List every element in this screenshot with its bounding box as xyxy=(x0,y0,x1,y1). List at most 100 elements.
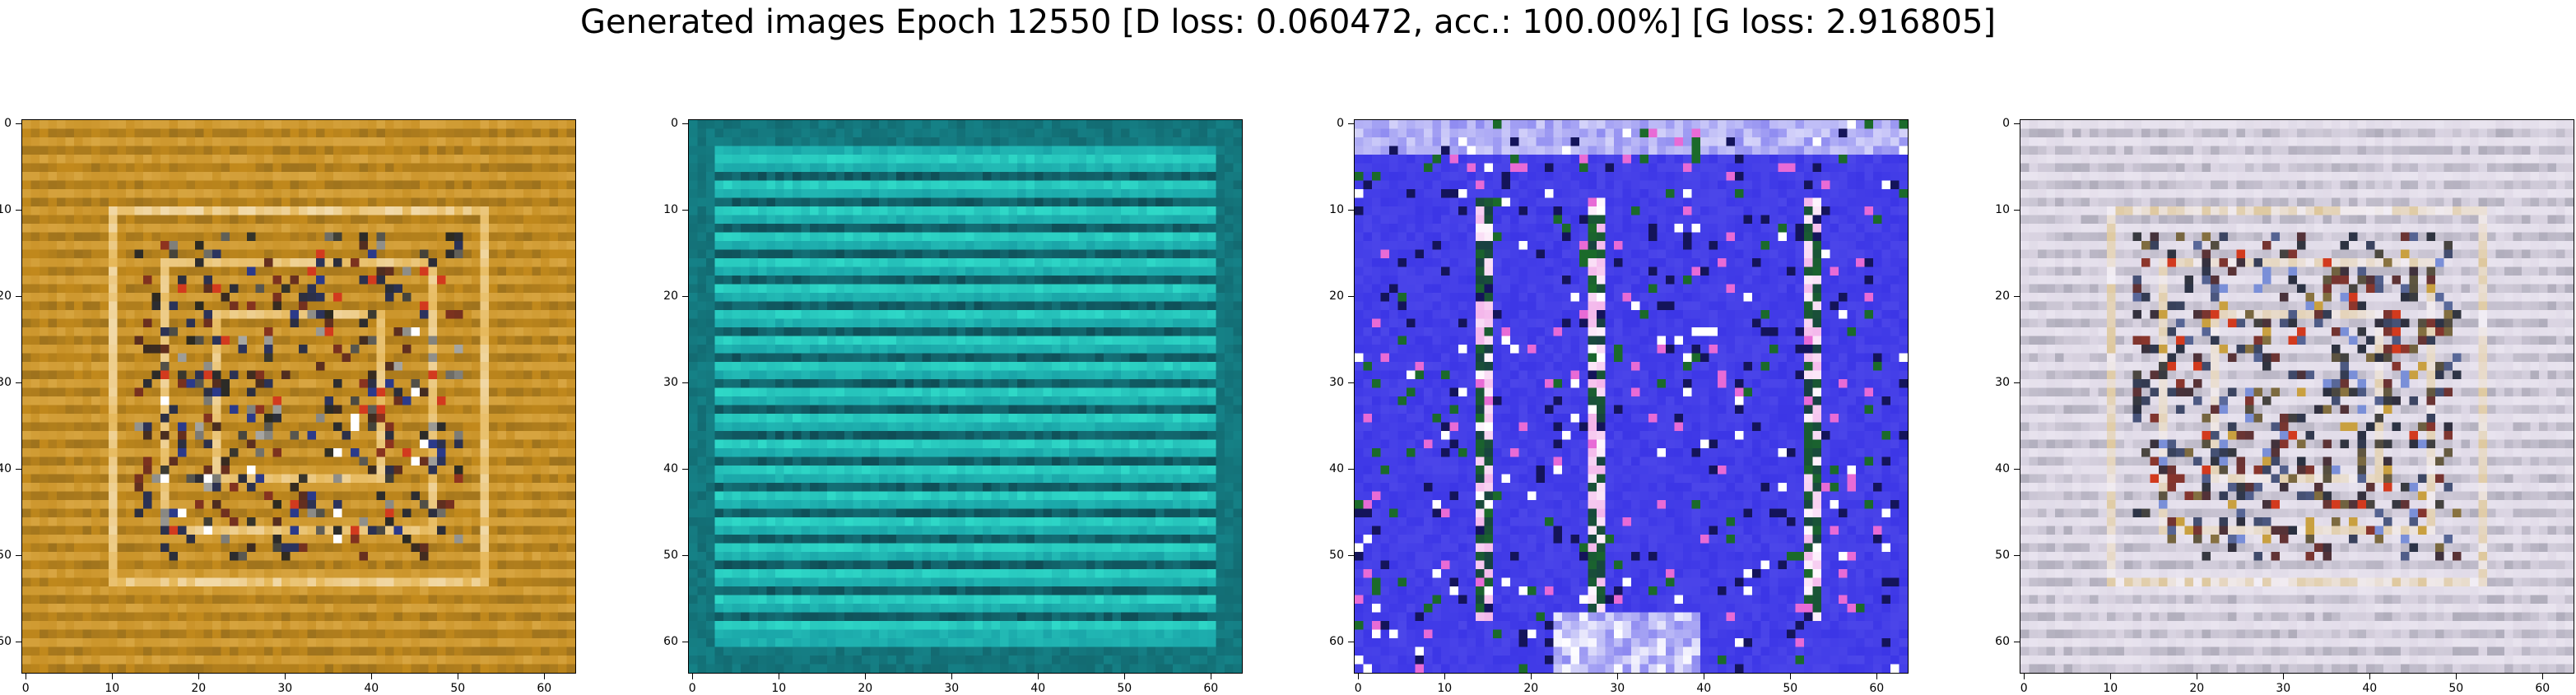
y-tick-label: 10 xyxy=(1329,203,1344,217)
x-tick-label: 20 xyxy=(1523,682,1539,695)
y-tick-label: 0 xyxy=(671,117,678,131)
x-tick xyxy=(1038,674,1039,679)
y-tick xyxy=(2014,469,2020,470)
y-tick-label: 20 xyxy=(1995,290,2010,303)
y-tick xyxy=(682,210,688,211)
x-tick xyxy=(1876,674,1878,679)
y-tick xyxy=(16,296,21,298)
image-pixels xyxy=(2020,120,2574,673)
y-tick-label: 60 xyxy=(1995,635,2010,649)
y-tick xyxy=(16,469,21,470)
x-tick-label: 40 xyxy=(2362,682,2378,695)
image-panel-2: 0 10 20 30 40 50 60 0 10 20 30 40 50 60 xyxy=(663,117,1243,695)
y-tick-label: 50 xyxy=(663,549,678,563)
x-tick-label: 20 xyxy=(858,682,873,695)
x-tick-label: 10 xyxy=(1437,682,1453,695)
x-tick-label: 50 xyxy=(450,682,466,695)
y-tick-label: 60 xyxy=(663,635,678,649)
y-tick xyxy=(16,382,21,384)
y-tick xyxy=(2014,123,2020,125)
y-tick xyxy=(2014,296,2020,298)
y-tick-label: 30 xyxy=(1995,376,2010,390)
y-tick-label: 20 xyxy=(0,290,12,303)
x-tick-label: 20 xyxy=(191,682,207,695)
x-tick xyxy=(1124,674,1126,679)
y-tick-label: 10 xyxy=(663,203,678,217)
y-tick xyxy=(682,123,688,125)
y-tick-label: 20 xyxy=(1329,290,1344,303)
x-tick-label: 30 xyxy=(944,682,960,695)
image-panel-1: 0 10 20 30 40 50 60 0 10 20 30 40 50 60 xyxy=(0,117,576,695)
x-tick xyxy=(1358,674,1360,679)
y-tick-label: 10 xyxy=(1995,203,2010,217)
y-tick xyxy=(682,382,688,384)
x-tick xyxy=(1531,674,1532,679)
y-tick xyxy=(2014,382,2020,384)
x-tick-label: 0 xyxy=(1354,682,1362,695)
x-tick-label: 0 xyxy=(688,682,696,695)
y-tick-label: 50 xyxy=(0,549,12,563)
x-tick-label: 50 xyxy=(1117,682,1132,695)
figure-title: Generated images Epoch 12550 [D loss: 0.… xyxy=(579,3,1997,41)
y-tick-label: 20 xyxy=(663,290,678,303)
generated-image-1 xyxy=(21,119,576,674)
y-tick xyxy=(1348,469,1354,470)
y-tick xyxy=(1348,382,1354,384)
x-tick-label: 10 xyxy=(771,682,787,695)
x-tick xyxy=(112,674,114,679)
image-pixels xyxy=(689,120,1242,673)
x-tick-label: 50 xyxy=(2448,682,2464,695)
y-tick xyxy=(2014,555,2020,557)
x-tick xyxy=(544,674,546,679)
y-tick xyxy=(2014,210,2020,211)
generated-image-3 xyxy=(1354,119,1909,674)
y-tick-label: 30 xyxy=(1329,376,1344,390)
y-tick-label: 50 xyxy=(1329,549,1344,563)
x-tick-label: 30 xyxy=(2276,682,2291,695)
y-tick-label: 60 xyxy=(0,635,12,649)
y-tick-label: 30 xyxy=(663,376,678,390)
x-tick-label: 60 xyxy=(1869,682,1885,695)
x-tick-label: 10 xyxy=(2103,682,2118,695)
y-tick-label: 40 xyxy=(1995,462,2010,476)
x-tick xyxy=(692,674,694,679)
x-tick-label: 10 xyxy=(105,682,120,695)
x-tick-label: 50 xyxy=(1783,682,1798,695)
x-tick-label: 30 xyxy=(1610,682,1625,695)
x-tick xyxy=(1444,674,1446,679)
x-tick xyxy=(2542,674,2544,679)
x-tick-label: 60 xyxy=(537,682,552,695)
image-panel-4: 0 10 20 30 40 50 60 0 10 20 30 40 50 60 xyxy=(1995,117,2574,695)
y-tick xyxy=(1348,296,1354,298)
y-tick-label: 30 xyxy=(0,376,12,390)
x-tick-label: 40 xyxy=(1030,682,1046,695)
generated-image-2 xyxy=(688,119,1243,674)
y-tick xyxy=(1348,123,1354,125)
x-tick xyxy=(951,674,953,679)
y-tick-label: 10 xyxy=(0,203,12,217)
x-tick-label: 40 xyxy=(364,682,379,695)
y-tick xyxy=(16,123,21,125)
y-tick-label: 40 xyxy=(663,462,678,476)
x-tick xyxy=(1617,674,1619,679)
y-tick xyxy=(682,469,688,470)
x-tick-label: 20 xyxy=(2189,682,2205,695)
x-tick xyxy=(1790,674,1792,679)
x-tick xyxy=(865,674,867,679)
image-pixels xyxy=(22,120,575,673)
generated-image-4 xyxy=(2020,119,2574,674)
y-tick xyxy=(682,296,688,298)
y-tick-label: 0 xyxy=(2002,117,2010,131)
x-tick xyxy=(371,674,373,679)
x-tick-label: 60 xyxy=(2535,682,2550,695)
x-tick xyxy=(198,674,200,679)
y-tick-label: 40 xyxy=(1329,462,1344,476)
x-tick xyxy=(2369,674,2371,679)
x-tick xyxy=(2283,674,2285,679)
x-tick xyxy=(285,674,286,679)
x-tick-label: 30 xyxy=(277,682,293,695)
x-tick-label: 0 xyxy=(21,682,30,695)
image-panel-3: 0 10 20 30 40 50 60 0 10 20 30 40 50 60 xyxy=(1329,117,1909,695)
y-tick xyxy=(16,210,21,211)
y-tick-label: 40 xyxy=(0,462,12,476)
